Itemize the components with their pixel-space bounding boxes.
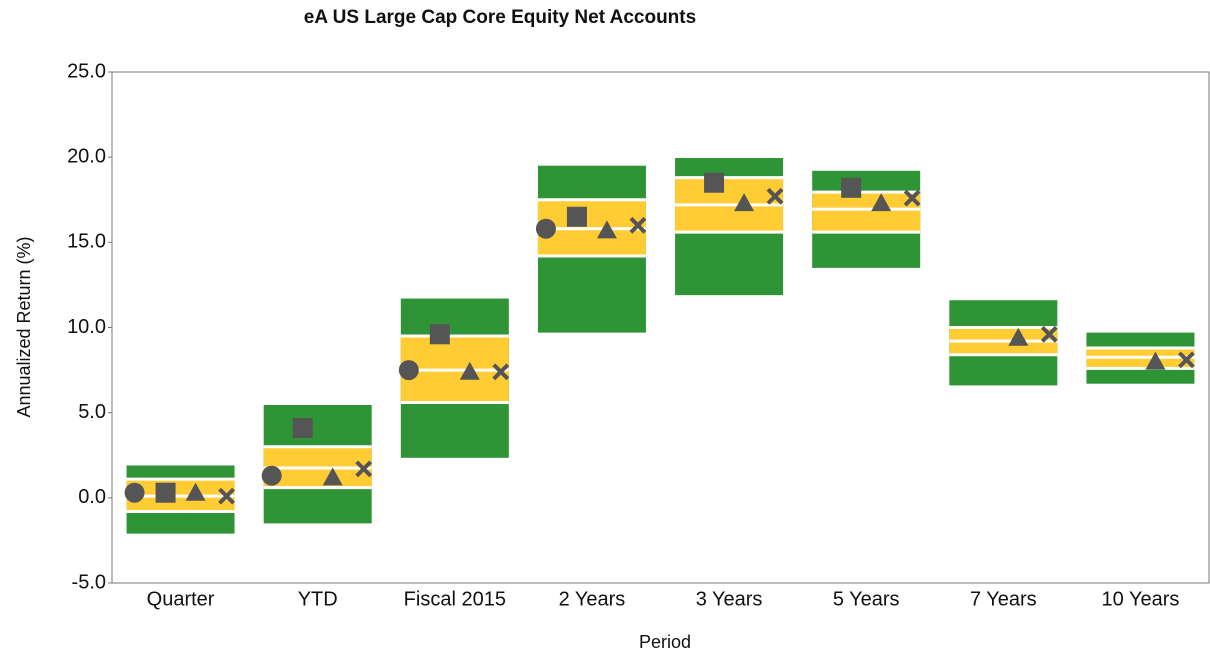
x-tick-label: 7 Years (970, 588, 1037, 610)
chart-title: eA US Large Cap Core Equity Net Accounts (304, 7, 696, 28)
marker-x (1040, 325, 1058, 343)
marker-square (841, 177, 862, 198)
y-tick-label: 25.0 (67, 60, 106, 82)
marker-circle (398, 360, 419, 381)
marker-triangle (1145, 351, 1166, 370)
y-tick-label: 0.0 (78, 486, 106, 508)
marker-triangle (596, 220, 617, 239)
marker-x (492, 363, 510, 381)
marker-triangle (185, 482, 206, 501)
marker-triangle (459, 361, 480, 380)
marker-square (429, 324, 450, 345)
x-tick-label: YTD (298, 588, 338, 610)
marker-circle (261, 465, 282, 486)
x-tick-label: 10 Years (1102, 588, 1180, 610)
x-axis-label: Period (639, 632, 691, 652)
x-tick-label: Fiscal 2015 (404, 588, 506, 610)
marker-x (629, 216, 647, 234)
marker-square (704, 172, 725, 193)
marker-x (1178, 351, 1195, 369)
y-tick-label: 20.0 (67, 145, 106, 167)
y-tick-label: 15.0 (67, 231, 106, 253)
marker-triangle (734, 193, 755, 212)
y-tick-label: 10.0 (67, 316, 106, 338)
marker-triangle (1008, 327, 1029, 346)
marker-circle (124, 482, 145, 503)
y-tick-label: -5.0 (72, 571, 106, 593)
marker-circle (535, 218, 556, 239)
marker-x (766, 187, 784, 205)
x-tick-label: 2 Years (559, 588, 626, 610)
marker-square (292, 417, 313, 438)
inner-range (812, 192, 921, 233)
marker-triangle (322, 467, 343, 486)
y-tick-label: 5.0 (78, 401, 106, 423)
marker-square (566, 206, 587, 227)
x-tick-label: 5 Years (833, 588, 900, 610)
marker-x (355, 460, 373, 478)
marker-x (903, 189, 921, 207)
y-axis-label: Annualized Return (%) (14, 236, 34, 417)
x-tick-label: Quarter (147, 588, 215, 610)
marker-square (155, 482, 176, 503)
x-tick-label: 3 Years (696, 588, 763, 610)
marker-triangle (871, 193, 892, 212)
marker-x (218, 487, 235, 505)
